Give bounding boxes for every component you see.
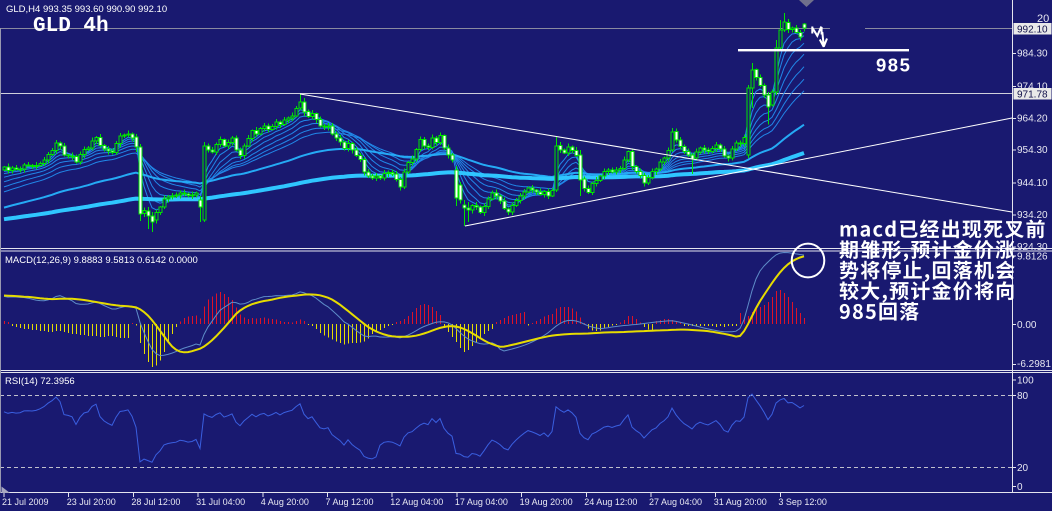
svg-text:985: 985 [876,55,911,76]
svg-text:12 Aug 04:00: 12 Aug 04:00 [390,497,443,507]
svg-text:80: 80 [1017,391,1029,402]
svg-text:0: 0 [1017,482,1023,493]
svg-text:964.20: 964.20 [1017,113,1048,124]
svg-text:954.30: 954.30 [1017,145,1048,156]
svg-text:4 Aug 20:00: 4 Aug 20:00 [261,497,309,507]
svg-text:934.20: 934.20 [1017,210,1048,221]
svg-text:984.30: 984.30 [1017,49,1048,60]
svg-text:31 Jul 04:00: 31 Jul 04:00 [196,497,245,507]
svg-text:9.8126: 9.8126 [1017,252,1048,263]
svg-text:27 Aug 04:00: 27 Aug 04:00 [649,497,702,507]
svg-text:944.10: 944.10 [1017,178,1048,189]
svg-text:24 Aug 12:00: 24 Aug 12:00 [584,497,637,507]
svg-text:-6.2981: -6.2981 [1017,359,1051,370]
svg-text:992.10: 992.10 [1017,25,1048,36]
svg-text:20: 20 [1017,463,1029,474]
svg-text:20: 20 [1037,13,1049,25]
svg-text:MACD(12,26,9) 9.8883 9.5813 0.: MACD(12,26,9) 9.8883 9.5813 0.6142 0.000… [5,255,198,266]
svg-text:971.78: 971.78 [1017,90,1048,101]
svg-text:23 Jul 20:00: 23 Jul 20:00 [67,497,116,507]
svg-text:924.30: 924.30 [1017,242,1048,253]
svg-text:3 Sep 12:00: 3 Sep 12:00 [778,497,827,507]
svg-text:19 Aug 20:00: 19 Aug 20:00 [520,497,573,507]
svg-text:GLD 4h: GLD 4h [33,15,109,38]
svg-text:100: 100 [1017,376,1034,387]
svg-text:21 Jul 2009: 21 Jul 2009 [2,497,49,507]
svg-text:974.10: 974.10 [1017,81,1048,92]
svg-text:28 Jul 12:00: 28 Jul 12:00 [131,497,180,507]
svg-text:7 Aug 12:00: 7 Aug 12:00 [326,497,374,507]
svg-text:17 Aug 04:00: 17 Aug 04:00 [455,497,508,507]
svg-text:31 Aug 20:00: 31 Aug 20:00 [714,497,767,507]
svg-text:RSI(14) 72.3956: RSI(14) 72.3956 [5,376,75,387]
svg-text:GLD,H4 993.35 993.60 990.90 9: GLD,H4 993.35 993.60 990.90 992.10 [6,4,167,15]
svg-text:0.00: 0.00 [1017,320,1037,331]
